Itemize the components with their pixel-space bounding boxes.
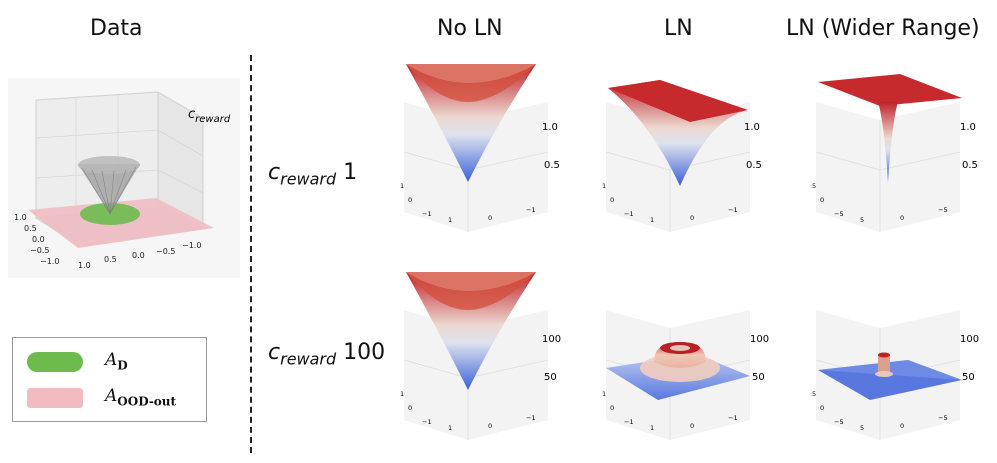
surface-lnwide-r1 [818,74,962,106]
tick: −1.0 [182,241,201,250]
svg-text:5: 5 [860,424,864,432]
row-2-sub: reward [280,349,337,369]
surface-noln-r1 [406,64,536,182]
svg-text:0: 0 [408,404,412,412]
svg-text:0.5: 0.5 [746,160,762,171]
svg-text:−5: −5 [938,414,948,422]
cone-shape [78,164,140,214]
legend-label-in-dist: AD [105,350,128,373]
row-1-var: c [268,160,281,185]
svg-text:1.0: 1.0 [960,122,976,133]
svg-text:50: 50 [752,372,765,383]
svg-text:1: 1 [602,182,606,190]
svg-text:−1: −1 [422,418,432,426]
dashed-divider [250,55,252,453]
legend-label-ood: AOOD-out [105,386,177,409]
svg-text:1: 1 [400,390,404,398]
ztick: 1.0 [542,122,558,133]
plot-ln-r1: 1.00.5 10−11 0−1 [602,80,762,232]
tick: −1.0 [40,257,59,266]
svg-text:1.0: 1.0 [744,122,760,133]
data-cone-plot: creward 1.0 0.5 0.0 −0.5 −1.0 1.0 0.5 0.… [8,78,240,278]
svg-text:100: 100 [542,334,561,345]
tick: 0.0 [32,235,45,244]
svg-text:0: 0 [408,196,412,204]
legend: AD AOOD-out [12,337,207,422]
svg-text:0: 0 [610,196,614,204]
svg-text:−1: −1 [728,206,738,214]
svg-text:0: 0 [690,214,694,222]
no-ln-column-title: No LN [437,16,503,41]
svg-text:0.5: 0.5 [962,160,978,171]
plot-noln-r1: 1.00.5 10−11 0−1 [400,64,560,232]
svg-text:0: 0 [820,404,824,412]
ln-column-title: LN [664,16,693,41]
tick: −0.5 [156,247,175,256]
svg-text:1: 1 [448,216,452,224]
row-2-value: 100 [343,340,386,365]
tick: 0.5 [104,255,117,264]
legend-swatch-in-dist [27,352,83,372]
surface-noln-r2 [406,272,536,390]
row-label-2: creward 100 [268,340,385,368]
svg-text:50: 50 [544,372,557,383]
svg-text:0: 0 [488,422,492,430]
svg-text:−1: −1 [526,414,536,422]
svg-text:−1: −1 [526,206,536,214]
svg-text:−1: −1 [624,210,634,218]
svg-text:100: 100 [750,334,769,345]
legend-swatch-ood [27,388,83,408]
svg-text:−1: −1 [422,210,432,218]
ln-wider-range-column-title: LN (Wider Range) [786,16,980,41]
tick: 0.0 [132,251,145,260]
svg-text:5: 5 [812,182,816,190]
svg-text:1: 1 [650,424,654,432]
svg-text:0: 0 [820,196,824,204]
svg-text:1: 1 [400,182,404,190]
svg-text:1: 1 [602,390,606,398]
svg-text:50: 50 [962,372,975,383]
tick: 1.0 [78,261,91,270]
svg-text:0: 0 [900,422,904,430]
tick: 0.5 [24,224,37,233]
svg-text:100: 100 [960,334,979,345]
svg-text:1: 1 [650,216,654,224]
data-z-label: creward [188,107,231,125]
svg-text:−5: −5 [834,418,844,426]
svg-text:−5: −5 [938,206,948,214]
svg-text:0: 0 [690,422,694,430]
svg-text:1: 1 [448,424,452,432]
row-1-sub: reward [280,169,337,189]
row-2-var: c [268,340,281,365]
svg-text:0: 0 [900,214,904,222]
tick: 1.0 [14,213,27,222]
svg-text:5: 5 [812,390,816,398]
svg-text:0: 0 [488,214,492,222]
svg-text:−1: −1 [624,418,634,426]
row-1-value: 1 [343,160,358,185]
svg-text:5: 5 [860,216,864,224]
row-label-1: creward 1 [268,160,357,188]
tick: −0.5 [30,246,49,255]
svg-text:−1: −1 [728,414,738,422]
svg-text:−5: −5 [834,210,844,218]
ztick: 0.5 [544,160,560,171]
plot-lnwide-r1: 1.00.5 50−55 0−5 [812,74,978,232]
svg-text:0: 0 [610,404,614,412]
data-column-title: Data [90,16,143,41]
